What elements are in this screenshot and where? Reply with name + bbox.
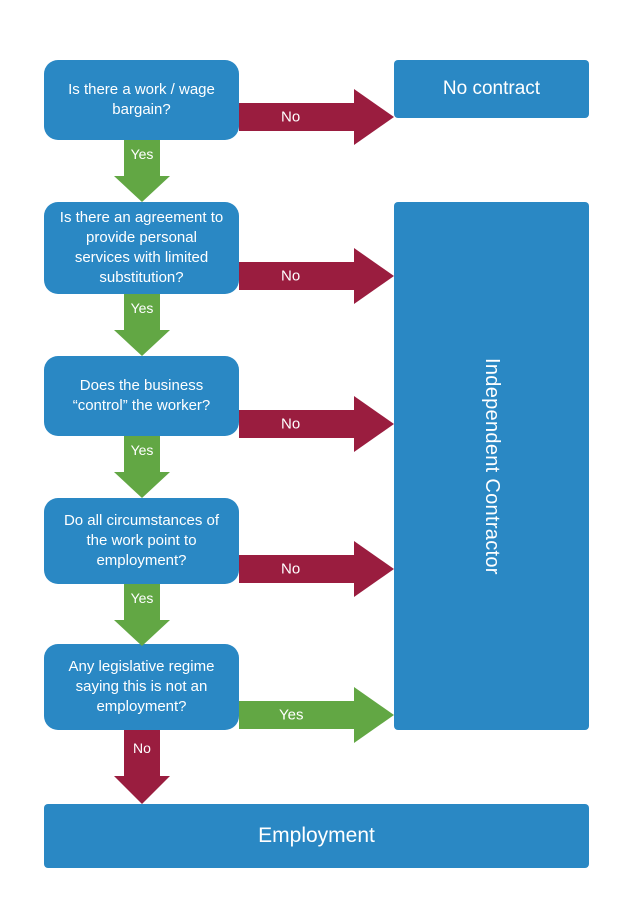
- arrow-label: No: [281, 268, 300, 285]
- outcome-employment-text: Employment: [258, 824, 375, 848]
- arrow-label: Yes: [279, 707, 303, 724]
- arrow-label: No: [281, 109, 300, 126]
- arrow-q1-no: No: [239, 89, 394, 145]
- arrow-label: Yes: [131, 300, 154, 316]
- arrow-head-icon: [354, 89, 394, 145]
- outcome-no-contract: No contract: [394, 60, 589, 118]
- arrow-label: No: [133, 740, 151, 756]
- arrow-label: Yes: [131, 590, 154, 606]
- arrow-head-icon: [114, 176, 170, 202]
- decision-q4-text: Do all circumstances of the work point t…: [58, 511, 225, 572]
- arrow-label: Yes: [131, 442, 154, 458]
- arrow-q5-no: No: [114, 730, 170, 804]
- arrow-head-icon: [114, 620, 170, 646]
- arrow-head-icon: [354, 541, 394, 597]
- arrow-q2-no: No: [239, 248, 394, 304]
- decision-q5-text: Any legislative regime saying this is no…: [58, 657, 225, 718]
- arrow-label: No: [281, 561, 300, 578]
- decision-q2-text: Is there an agreement to provide persona…: [58, 208, 225, 289]
- arrow-label: Yes: [131, 146, 154, 162]
- arrow-head-icon: [354, 396, 394, 452]
- decision-q1: Is there a work / wage bargain?: [44, 60, 239, 140]
- arrow-q3-no: No: [239, 396, 394, 452]
- decision-q2: Is there an agreement to provide persona…: [44, 202, 239, 294]
- outcome-no-contract-text: No contract: [443, 78, 540, 100]
- arrow-head-icon: [354, 687, 394, 743]
- arrow-q5-yes: Yes: [239, 687, 394, 743]
- arrow-head-icon: [114, 776, 170, 804]
- arrow-q3-yes: Yes: [114, 436, 170, 498]
- arrow-q4-no: No: [239, 541, 394, 597]
- arrow-label: No: [281, 416, 300, 433]
- arrow-q2-yes: Yes: [114, 294, 170, 356]
- outcome-independent-text: Independent Contractor: [480, 358, 503, 575]
- decision-q5: Any legislative regime saying this is no…: [44, 644, 239, 730]
- outcome-independent: Independent Contractor: [394, 202, 589, 730]
- arrow-head-icon: [114, 472, 170, 498]
- arrow-head-icon: [354, 248, 394, 304]
- arrow-head-icon: [114, 330, 170, 356]
- arrow-q1-yes: Yes: [114, 140, 170, 202]
- decision-q3: Does the business “control” the worker?: [44, 356, 239, 436]
- decision-q3-text: Does the business “control” the worker?: [58, 376, 225, 417]
- outcome-employment: Employment: [44, 804, 589, 868]
- decision-q1-text: Is there a work / wage bargain?: [58, 80, 225, 121]
- arrow-q4-yes: Yes: [114, 584, 170, 646]
- decision-q4: Do all circumstances of the work point t…: [44, 498, 239, 584]
